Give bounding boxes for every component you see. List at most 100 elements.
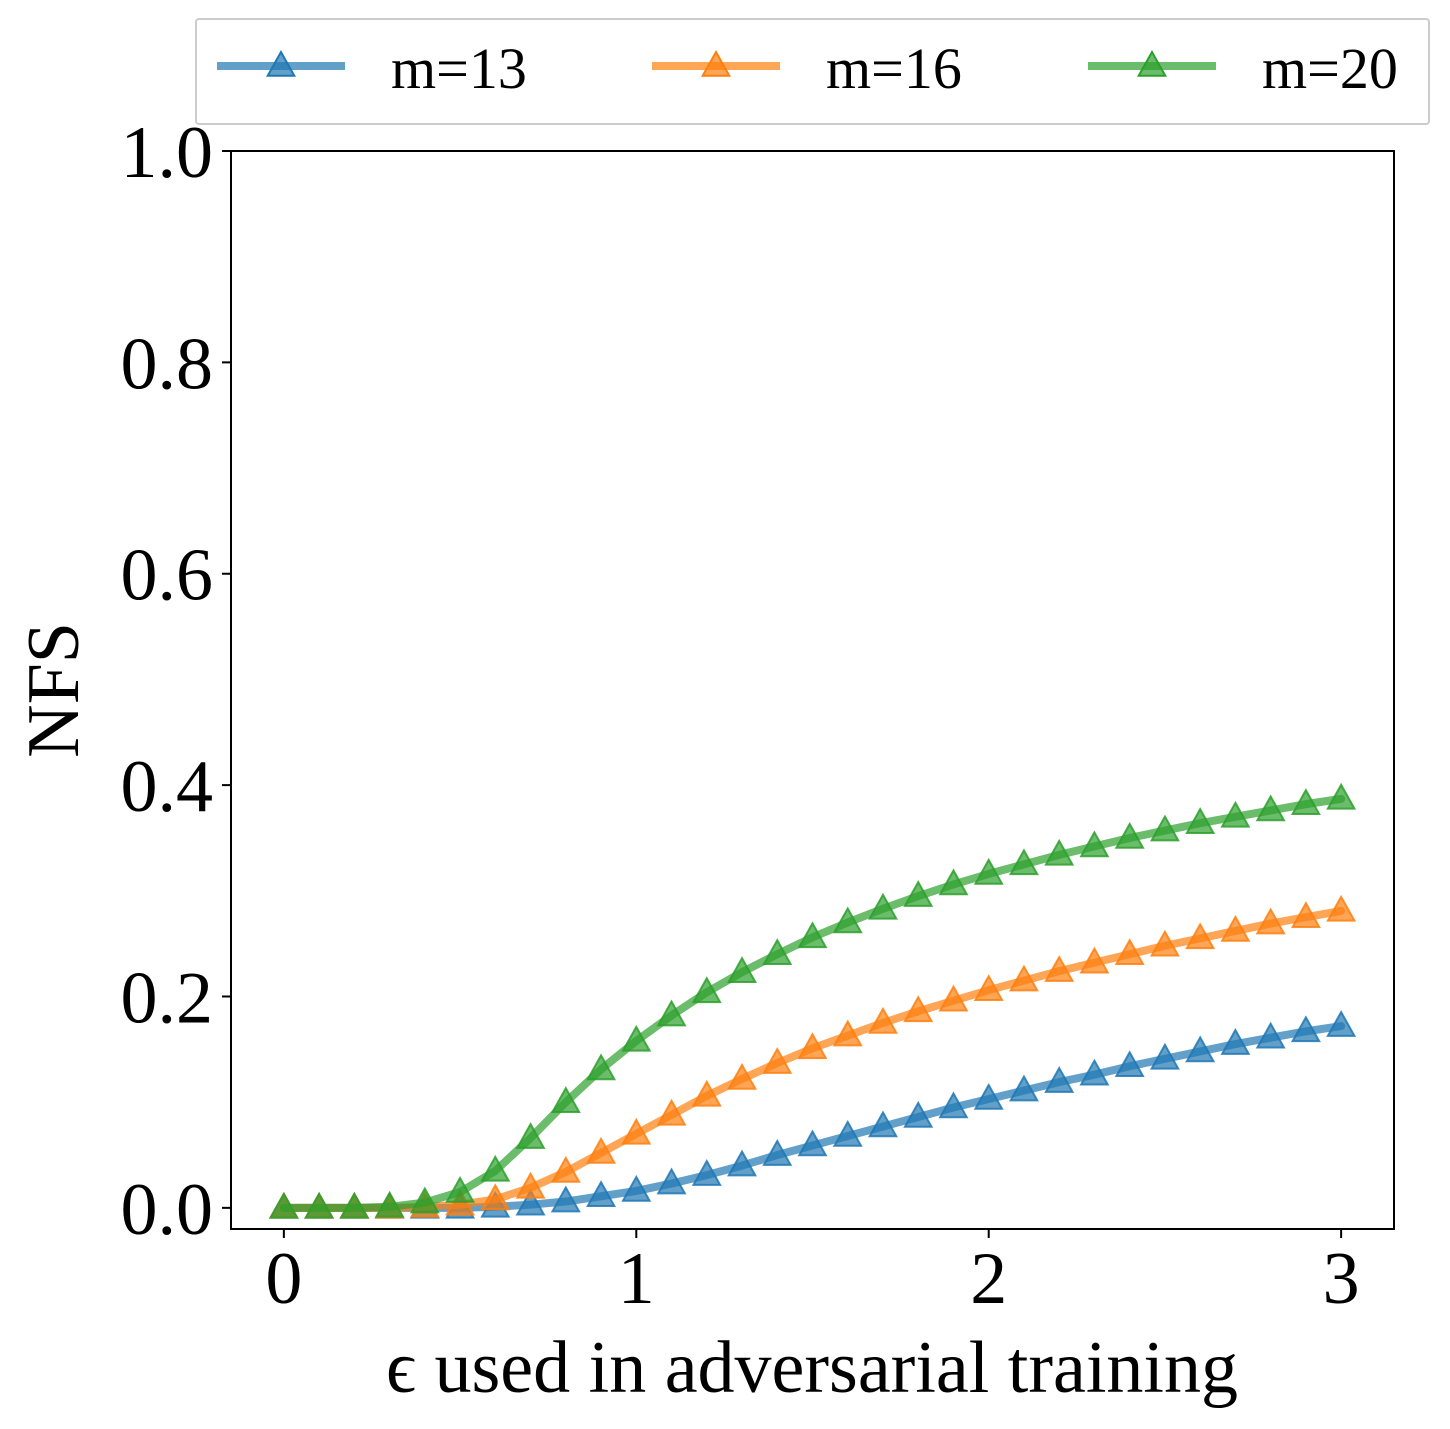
data-point-m-13 (1290, 1015, 1321, 1043)
data-point-m-13 (691, 1159, 722, 1186)
data-point-m-13 (1255, 1021, 1286, 1049)
legend-swatch-marker (265, 49, 297, 77)
data-point-m-20 (268, 1191, 299, 1219)
data-point-m-13 (1149, 1042, 1180, 1070)
data-point-m-20 (727, 956, 758, 983)
data-point-m-16 (973, 974, 1004, 1001)
data-point-m-13 (973, 1082, 1004, 1110)
data-point-m-16 (1185, 922, 1216, 950)
data-point-m-16 (621, 1117, 652, 1145)
series-line-m-16 (279, 906, 1346, 1212)
data-point-m-16 (1326, 894, 1357, 922)
data-point-m-20 (409, 1186, 440, 1214)
data-point-m-20 (445, 1175, 476, 1203)
legend-label: m=20 (1262, 36, 1398, 101)
data-point-m-20 (1008, 848, 1039, 876)
data-point-m-13 (867, 1110, 898, 1138)
data-point-m-16 (691, 1079, 722, 1107)
data-point-m-20 (1079, 830, 1110, 858)
series-m-20 (268, 782, 1357, 1219)
data-point-m-20 (1220, 800, 1251, 828)
data-point-m-13 (762, 1138, 793, 1166)
data-point-m-20 (691, 976, 722, 1004)
data-point-m-13 (1114, 1050, 1145, 1078)
data-point-m-13 (515, 1188, 546, 1216)
data-point-m-20 (832, 906, 863, 934)
data-point-m-20 (938, 868, 969, 896)
data-point-m-16 (550, 1155, 581, 1183)
data-point-m-13 (1185, 1035, 1216, 1063)
x-tick-label: 3 (1323, 1238, 1360, 1320)
legend-swatch-marker (1136, 49, 1168, 77)
x-tick-label: 0 (265, 1238, 302, 1320)
data-point-m-20 (515, 1122, 546, 1149)
data-point-m-16 (1008, 964, 1039, 992)
data-point-m-16 (938, 984, 969, 1012)
data-point-m-20 (1326, 782, 1357, 810)
data-point-m-13 (938, 1091, 969, 1119)
data-point-m-20 (374, 1190, 405, 1218)
data-point-m-16 (1290, 901, 1321, 929)
data-point-m-20 (1255, 794, 1286, 822)
data-point-m-13 (1044, 1066, 1075, 1093)
data-point-m-20 (480, 1154, 511, 1182)
data-point-m-16 (903, 995, 934, 1023)
data-point-m-20 (339, 1191, 370, 1219)
data-point-m-16 (1255, 907, 1286, 935)
data-point-m-13 (1008, 1074, 1039, 1102)
data-point-m-20 (797, 921, 828, 949)
data-point-m-16 (762, 1047, 793, 1074)
x-tick-label: 1 (618, 1238, 655, 1320)
y-tick-label: 0.2 (121, 957, 214, 1039)
data-point-m-16 (586, 1136, 617, 1164)
series-m-16 (268, 894, 1357, 1219)
data-point-m-13 (621, 1174, 652, 1202)
data-point-m-20 (1114, 821, 1145, 849)
plot-area (268, 782, 1357, 1219)
data-point-m-16 (727, 1062, 758, 1090)
y-tick-label: 0.4 (121, 746, 214, 828)
y-tick-label: 0.0 (121, 1169, 214, 1251)
legend-frame (195, 18, 1430, 125)
legend-swatch-marker (700, 49, 732, 77)
data-point-m-20 (656, 999, 687, 1027)
data-point-m-13 (656, 1167, 687, 1195)
data-point-m-16 (656, 1098, 687, 1126)
legend: m=13 m=16 m=20 (195, 18, 1430, 125)
x-axis-label: ϵ used in adversarial training (386, 1327, 1238, 1409)
data-point-m-20 (762, 938, 793, 966)
data-point-m-13 (832, 1119, 863, 1147)
data-point-m-13 (586, 1180, 617, 1208)
data-point-m-16 (480, 1183, 511, 1211)
legend-label: m=16 (826, 36, 962, 101)
data-point-m-20 (304, 1191, 335, 1219)
data-point-m-16 (1220, 914, 1251, 942)
data-point-m-20 (867, 892, 898, 920)
data-point-m-20 (550, 1086, 581, 1113)
data-point-m-16 (515, 1171, 546, 1199)
data-point-m-16 (867, 1006, 898, 1034)
data-point-m-13 (1220, 1027, 1251, 1055)
x-tick-label: 2 (970, 1238, 1007, 1320)
data-point-m-16 (797, 1032, 828, 1060)
data-point-m-13 (727, 1149, 758, 1177)
legend-item-m-16: m=16 (652, 36, 962, 101)
data-point-m-16 (1079, 946, 1110, 974)
y-tick-label: 1.0 (121, 112, 214, 194)
axes: 0 1 2 3 0.0 0.2 0.4 0.6 0.8 1.0 (121, 112, 1395, 1320)
data-point-m-20 (1290, 788, 1321, 815)
legend-item-m-13: m=13 (217, 36, 527, 101)
data-point-m-20 (1044, 838, 1075, 866)
data-point-m-20 (621, 1024, 652, 1052)
y-axis-label: NFS (13, 622, 95, 758)
data-point-m-20 (903, 880, 934, 907)
data-point-m-16 (1114, 938, 1145, 966)
data-point-m-13 (550, 1185, 581, 1213)
data-point-m-20 (973, 857, 1004, 885)
data-point-m-13 (1326, 1010, 1357, 1037)
data-point-m-20 (586, 1053, 617, 1081)
plot-frame (230, 150, 1395, 1230)
y-tick-label: 0.8 (121, 323, 214, 405)
data-point-m-20 (1149, 814, 1180, 842)
